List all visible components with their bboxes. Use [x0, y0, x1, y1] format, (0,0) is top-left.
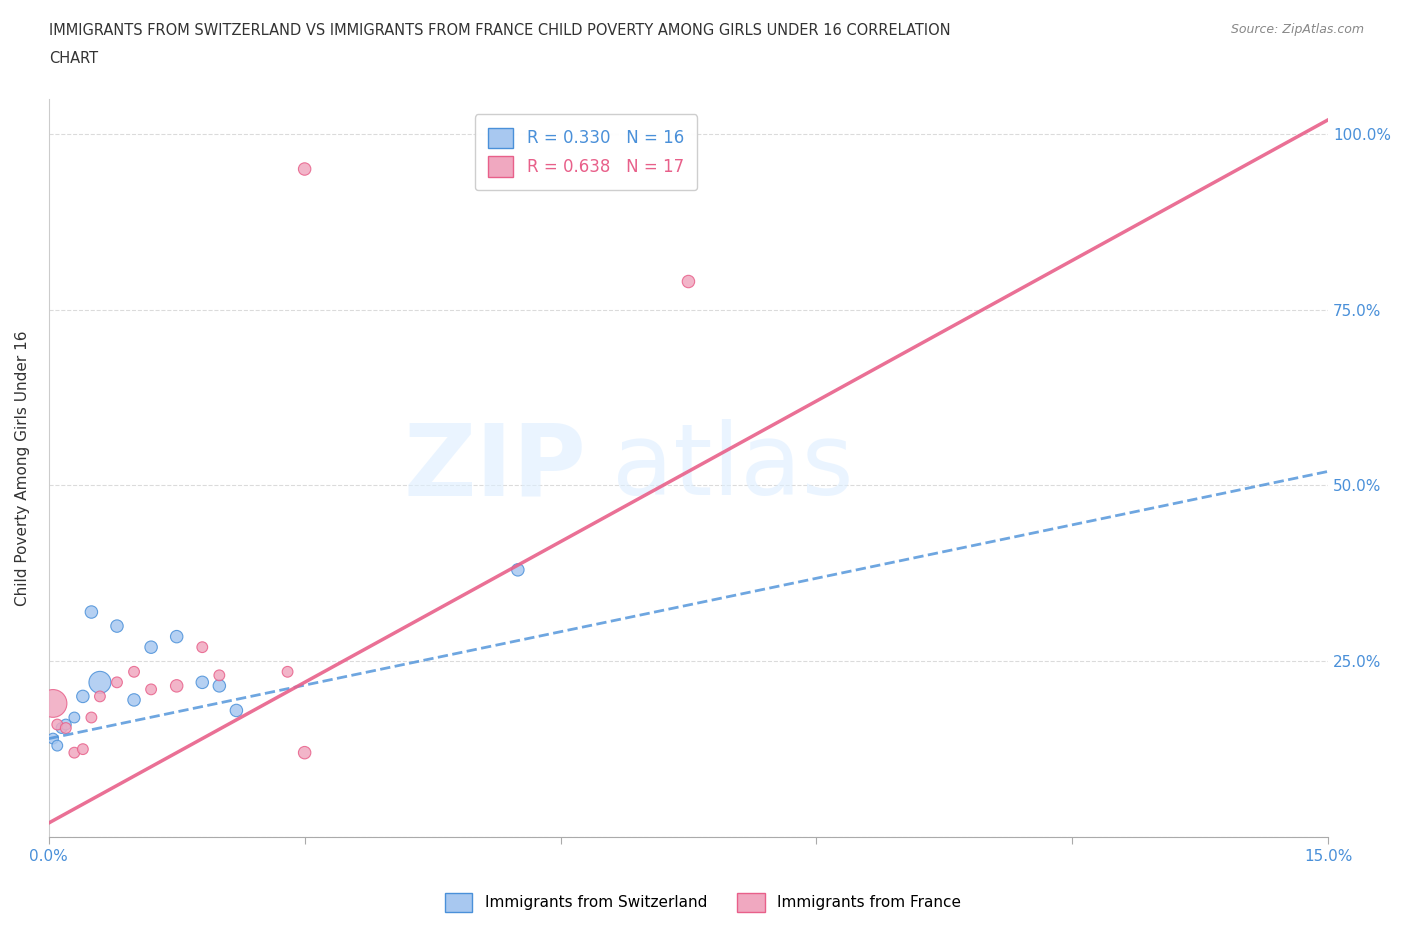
- Point: [678, 274, 700, 289]
- Text: atlas: atlas: [612, 419, 853, 516]
- Point: [139, 682, 162, 697]
- Legend: Immigrants from Switzerland, Immigrants from France: Immigrants from Switzerland, Immigrants …: [439, 887, 967, 918]
- Text: CHART: CHART: [49, 51, 98, 66]
- Text: IMMIGRANTS FROM SWITZERLAND VS IMMIGRANTS FROM FRANCE CHILD POVERTY AMONG GIRLS : IMMIGRANTS FROM SWITZERLAND VS IMMIGRANT…: [49, 23, 950, 38]
- Text: ZIP: ZIP: [404, 419, 586, 516]
- Point: [80, 604, 103, 619]
- Point: [208, 678, 231, 693]
- Point: [89, 689, 111, 704]
- Point: [277, 664, 299, 679]
- Point: [166, 678, 188, 693]
- Point: [72, 742, 94, 757]
- Point: [139, 640, 162, 655]
- Point: [105, 618, 128, 633]
- Point: [42, 696, 65, 711]
- Point: [225, 703, 247, 718]
- Point: [55, 721, 77, 736]
- Point: [294, 162, 316, 177]
- Point: [46, 738, 69, 753]
- Point: [42, 731, 65, 746]
- Point: [55, 717, 77, 732]
- Point: [51, 721, 73, 736]
- Point: [46, 717, 69, 732]
- Point: [191, 640, 214, 655]
- Point: [63, 745, 86, 760]
- Point: [506, 563, 529, 578]
- Point: [72, 689, 94, 704]
- Point: [166, 630, 188, 644]
- Point: [191, 675, 214, 690]
- Point: [294, 745, 316, 760]
- Point: [89, 675, 111, 690]
- Y-axis label: Child Poverty Among Girls Under 16: Child Poverty Among Girls Under 16: [15, 330, 30, 605]
- Point: [122, 664, 145, 679]
- Point: [122, 693, 145, 708]
- Point: [208, 668, 231, 683]
- Point: [105, 675, 128, 690]
- Legend: R = 0.330   N = 16, R = 0.638   N = 17: R = 0.330 N = 16, R = 0.638 N = 17: [475, 114, 697, 190]
- Point: [63, 711, 86, 725]
- Text: Source: ZipAtlas.com: Source: ZipAtlas.com: [1230, 23, 1364, 36]
- Point: [80, 711, 103, 725]
